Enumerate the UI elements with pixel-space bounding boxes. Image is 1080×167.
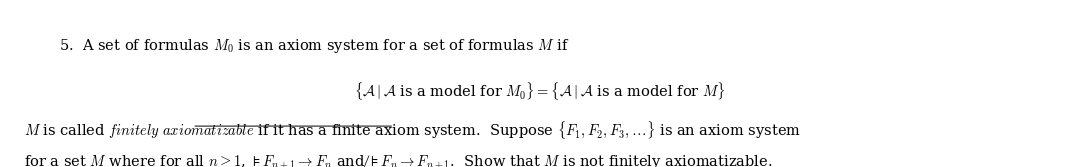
Text: for a set $M$ where for all $n \geq 1$, $\models F_{n+1} \rightarrow F_n$ and $\: for a set $M$ where for all $n \geq 1$, … (24, 154, 772, 167)
Text: 5.  A set of formulas $M_0$ is an axiom system for a set of formulas $M$ if: 5. A set of formulas $M_0$ is an axiom s… (59, 37, 570, 55)
Text: $\{\mathcal{A}\mid \mathcal{A}$ is a model for $M_0\} = \{\mathcal{A}\mid \mathc: $\{\mathcal{A}\mid \mathcal{A}$ is a mod… (354, 80, 726, 102)
Text: $M$ is called $\mathit{finitely\ axiomatizable}$ if it has a finite axiom system: $M$ is called $\mathit{finitely\ axiomat… (24, 119, 800, 141)
